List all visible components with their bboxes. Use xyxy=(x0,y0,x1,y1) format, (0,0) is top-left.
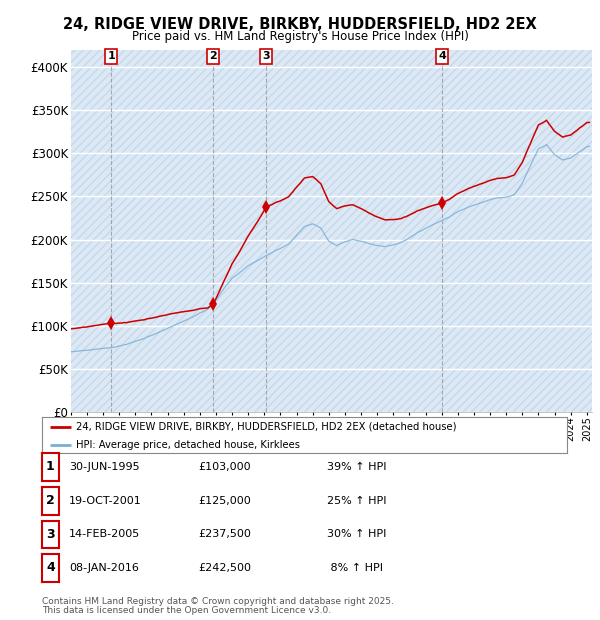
Text: 8% ↑ HPI: 8% ↑ HPI xyxy=(327,563,383,573)
Text: £242,500: £242,500 xyxy=(198,563,251,573)
Text: 19-OCT-2001: 19-OCT-2001 xyxy=(69,496,142,506)
Text: 24, RIDGE VIEW DRIVE, BIRKBY, HUDDERSFIELD, HD2 2EX (detached house): 24, RIDGE VIEW DRIVE, BIRKBY, HUDDERSFIE… xyxy=(76,422,457,432)
Text: 4: 4 xyxy=(46,562,55,574)
Text: HPI: Average price, detached house, Kirklees: HPI: Average price, detached house, Kirk… xyxy=(76,440,300,450)
Text: Contains HM Land Registry data © Crown copyright and database right 2025.: Contains HM Land Registry data © Crown c… xyxy=(42,597,394,606)
Text: 2: 2 xyxy=(209,51,217,61)
Text: £103,000: £103,000 xyxy=(198,462,251,472)
Text: £237,500: £237,500 xyxy=(198,529,251,539)
Text: 14-FEB-2005: 14-FEB-2005 xyxy=(69,529,140,539)
Text: 1: 1 xyxy=(107,51,115,61)
Text: Price paid vs. HM Land Registry's House Price Index (HPI): Price paid vs. HM Land Registry's House … xyxy=(131,30,469,43)
Text: This data is licensed under the Open Government Licence v3.0.: This data is licensed under the Open Gov… xyxy=(42,606,331,615)
Text: 30% ↑ HPI: 30% ↑ HPI xyxy=(327,529,386,539)
Text: 2: 2 xyxy=(46,495,55,507)
Text: 08-JAN-2016: 08-JAN-2016 xyxy=(69,563,139,573)
Text: 1: 1 xyxy=(46,461,55,473)
Text: 4: 4 xyxy=(439,51,446,61)
Text: 39% ↑ HPI: 39% ↑ HPI xyxy=(327,462,386,472)
Text: 3: 3 xyxy=(46,528,55,541)
Text: 25% ↑ HPI: 25% ↑ HPI xyxy=(327,496,386,506)
Text: £125,000: £125,000 xyxy=(198,496,251,506)
Text: 30-JUN-1995: 30-JUN-1995 xyxy=(69,462,140,472)
Text: 3: 3 xyxy=(262,51,270,61)
Text: 24, RIDGE VIEW DRIVE, BIRKBY, HUDDERSFIELD, HD2 2EX: 24, RIDGE VIEW DRIVE, BIRKBY, HUDDERSFIE… xyxy=(63,17,537,32)
